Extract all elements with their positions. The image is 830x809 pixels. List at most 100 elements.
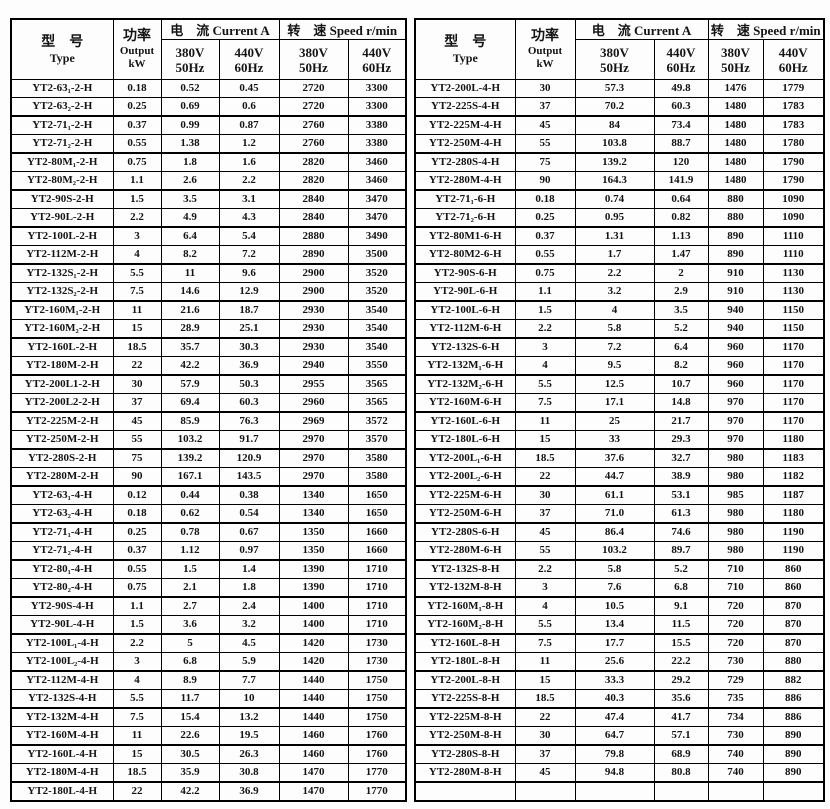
value-cell: 44.7 [574,467,655,487]
value-cell: 15 [514,670,576,690]
table-row: YT2-200L-8-H 15 33.3 29.2 729 882 [414,670,825,690]
table-row: YT2-71₂-4-H 0.37 1.12 0.97 1350 1660 [10,541,407,561]
value-cell: 5.8 [574,559,655,579]
model-cell: YT2-71₂-6-H [414,208,516,228]
value-cell: 890 [707,245,764,265]
table-row: YT2-250M-8-H 30 64.7 57.1 730 890 [414,726,825,746]
model-cell: YT2-280M-4-H [414,171,516,191]
value-cell: 1350 [278,541,349,561]
table-row: YT2-71₂-6-H 0.25 0.95 0.82 880 1090 [414,208,825,228]
value-cell: 11 [160,263,220,283]
value-cell: 0.75 [514,263,576,283]
value-cell: 0.52 [160,79,220,98]
value-cell: 1790 [762,152,825,172]
value-cell: 1480 [707,115,764,135]
value-cell: 73.4 [653,115,709,135]
value-cell: 11.5 [653,615,709,635]
model-cell: YT2-90S-4-H [10,596,114,616]
value-cell: 37 [112,393,162,413]
value-cell: 1.4 [218,559,280,579]
value-cell: 3550 [347,356,407,376]
value-cell: 60.3 [218,393,280,413]
table-row: YT2-90L-2-H 2.2 4.9 4.3 2840 3470 [10,208,407,228]
value-cell: 2.2 [112,208,162,228]
table-row: YT2-160M₁-2-H 11 21.6 18.7 2930 3540 [10,300,407,320]
spec-table-left: 型 号 Type 功率 Output kW 电 流 Current A 转 速 … [10,18,407,802]
model-cell: YT2-280M-8-H [414,763,516,783]
model-cell: YT2-90S-6-H [414,263,516,283]
value-cell: 0.44 [160,485,220,505]
table-row: YT2-100L₂-4-H 3 6.8 5.9 1420 1730 [10,652,407,672]
value-cell: 15.4 [160,707,220,727]
value-cell: 3.5 [160,189,220,209]
header-speed-440v: 440V 60Hz [347,39,407,80]
model-cell: YT2-80M1-6-H [414,226,516,246]
value-cell: 970 [707,393,764,413]
frequency-label: 50Hz [721,59,750,75]
value-cell: 35.9 [160,763,220,783]
value-cell: 29.3 [653,430,709,450]
value-cell: 4.3 [218,208,280,228]
value-cell: 15 [112,319,162,339]
value-cell: 7.2 [218,245,280,265]
value-cell: 1710 [347,615,407,635]
value-cell: 40.3 [574,689,655,709]
model-cell: YT2-180L-4-H [10,781,114,802]
model-cell: YT2-80M₂-2-H [10,171,114,191]
table-header-right: 型 号 Type 功率 Output kW 电 流 Current A 转 速 … [414,18,825,80]
value-cell: 17.7 [574,633,655,653]
model-cell: YT2-100L₂-4-H [10,652,114,672]
value-cell: 3460 [347,171,407,191]
value-cell: 1350 [278,522,349,542]
model-cell: YT2-280S-2-H [10,448,114,468]
value-cell: 12.5 [574,374,655,394]
value-cell: 50.3 [218,374,280,394]
value-cell: 14.8 [653,393,709,413]
value-cell: 1170 [762,411,825,431]
value-cell: 1440 [278,670,349,690]
table-row: YT2-180M-2-H 22 42.2 36.9 2940 3550 [10,356,407,376]
value-cell: 0.87 [218,115,280,135]
value-cell: 71.0 [574,504,655,524]
table-header-left: 型 号 Type 功率 Output kW 电 流 Current A 转 速 … [10,18,407,80]
value-cell: 720 [707,615,764,635]
value-cell: 0.55 [112,559,162,579]
value-cell: 1779 [762,79,825,98]
table-row: YT2-280M-2-H 90 167.1 143.5 2970 3580 [10,467,407,487]
value-cell: 0.55 [112,134,162,154]
table-row: YT2-90L-4-H 1.5 3.6 3.2 1400 1710 [10,615,407,635]
value-cell: 61.1 [574,485,655,505]
voltage-label: 380V [299,44,328,60]
model-cell: YT2-200L2-2-H [10,393,114,413]
value-cell: 91.7 [218,430,280,450]
value-cell: 1420 [278,633,349,653]
value-cell: 41.7 [653,707,709,727]
model-cell: YT2-160M₂-2-H [10,319,114,339]
value-cell: 0.82 [653,208,709,228]
table-row: YT2-225M-2-H 45 85.9 76.3 2969 3572 [10,411,407,431]
header-speed: 转 速 Speed r/min [278,18,407,40]
value-cell: 980 [707,504,764,524]
value-cell: 1190 [762,541,825,561]
table-row: YT2-160M₂-8-H 5.5 13.4 11.5 720 870 [414,615,825,635]
header-output-en: Output [119,44,155,57]
value-cell: 103.2 [160,430,220,450]
value-cell: 1760 [347,726,407,746]
value-cell [514,781,576,802]
value-cell: 2.4 [218,596,280,616]
value-cell: 1.38 [160,134,220,154]
value-cell: 1170 [762,393,825,413]
model-cell: YT2-280S-8-H [414,744,516,764]
value-cell: 890 [762,744,825,764]
table-row: YT2-132S₂-2-H 7.5 14.6 12.9 2900 3520 [10,282,407,302]
value-cell: 35.7 [160,337,220,357]
model-cell: YT2-63₂-4-H [10,504,114,524]
table-row: YT2-200L₂-6-H 22 44.7 38.9 980 1182 [414,467,825,487]
value-cell: 1187 [762,485,825,505]
value-cell: 0.25 [514,208,576,228]
frequency-label: 60Hz [778,59,808,75]
table-row: YT2-160M₂-2-H 15 28.9 25.1 2930 3540 [10,319,407,339]
header-speed-380v: 380V 50Hz [278,39,349,80]
value-cell: 0.12 [112,485,162,505]
header-type-en: Type [452,50,478,65]
